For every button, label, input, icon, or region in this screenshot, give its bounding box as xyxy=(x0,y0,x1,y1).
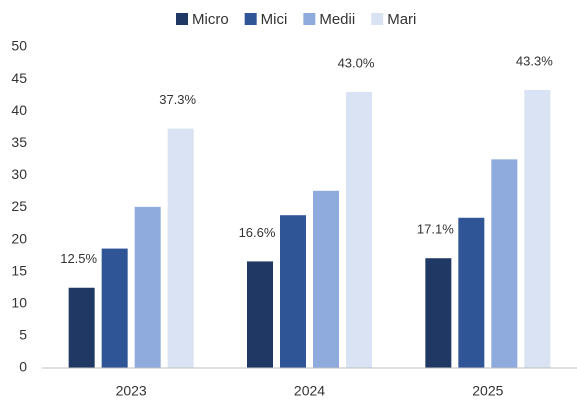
data-label: 12.5% xyxy=(60,251,97,266)
bar xyxy=(524,90,551,368)
y-tick-label: 0 xyxy=(19,359,27,375)
y-tick-label: 5 xyxy=(19,327,27,343)
y-tick-label: 30 xyxy=(11,166,27,182)
legend-label: Medii xyxy=(319,11,355,28)
bar xyxy=(280,215,306,368)
legend-swatch xyxy=(176,13,188,25)
bar xyxy=(313,190,339,368)
y-tick-label: 40 xyxy=(11,102,27,118)
y-tick-label: 45 xyxy=(11,70,27,86)
legend-swatch xyxy=(371,13,384,25)
bar xyxy=(167,128,194,368)
y-tick-label: 10 xyxy=(11,295,27,311)
data-label: 37.3% xyxy=(159,92,196,107)
y-tick-label: 25 xyxy=(11,198,27,214)
legend-label: Micro xyxy=(192,11,229,28)
bar xyxy=(68,287,95,368)
bar xyxy=(458,217,485,368)
x-tick-label: 2023 xyxy=(116,383,147,399)
legend-swatch xyxy=(303,13,316,25)
data-label: 17.1% xyxy=(417,222,454,237)
bar xyxy=(247,261,273,368)
x-tick-label: 2024 xyxy=(294,383,325,399)
bar xyxy=(101,248,128,368)
y-tick-label: 20 xyxy=(11,230,27,246)
y-tick-label: 35 xyxy=(11,134,27,150)
legend-swatch xyxy=(244,13,257,25)
bar xyxy=(425,258,452,368)
y-tick-label: 15 xyxy=(11,262,27,278)
data-label: 43.0% xyxy=(338,55,375,70)
data-label: 43.3% xyxy=(516,53,553,68)
legend-label: Mici xyxy=(261,11,288,28)
legend-label: Mari xyxy=(387,11,416,28)
data-label: 16.6% xyxy=(239,225,276,240)
y-tick-label: 50 xyxy=(11,38,27,54)
bar xyxy=(346,91,372,368)
bar xyxy=(491,159,518,368)
bar xyxy=(134,206,161,368)
x-tick-label: 2025 xyxy=(472,383,503,399)
